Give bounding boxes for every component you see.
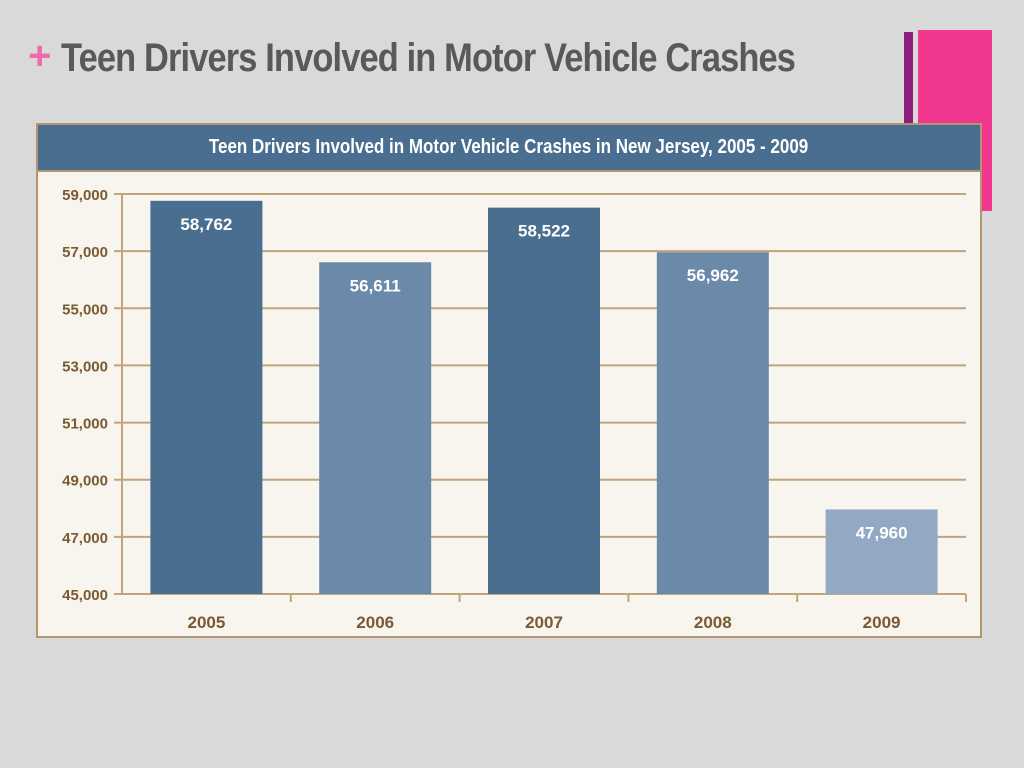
y-tick-label: 45,000: [62, 587, 108, 604]
bar-value-label: 56,962: [687, 266, 739, 285]
y-tick-label: 47,000: [62, 530, 108, 547]
bar: [825, 509, 938, 594]
chart-title: Teen Drivers Involved in Motor Vehicle C…: [209, 136, 809, 158]
bar-value-label: 58,762: [180, 215, 232, 234]
chart-panel: Teen Drivers Involved in Motor Vehicle C…: [36, 123, 982, 638]
y-tick-label: 57,000: [62, 244, 108, 261]
slide-title-text: Teen Drivers Involved in Motor Vehicle C…: [61, 35, 796, 80]
chart-header: Teen Drivers Involved in Motor Vehicle C…: [38, 125, 980, 172]
plus-icon: +: [28, 34, 52, 78]
x-tick-label: 2007: [525, 613, 563, 632]
x-tick-label: 2005: [187, 613, 225, 632]
bar-value-label: 58,522: [518, 222, 570, 241]
x-tick-label: 2008: [694, 613, 732, 632]
bar-chart: 45,000 47,000 49,000 51,000 53,000 55,000 57,0…: [62, 187, 967, 632]
x-tick-label: 2006: [356, 613, 394, 632]
bar: [488, 207, 600, 594]
bar-value-label: 47,960: [856, 523, 908, 542]
decorative-purple-bar: [904, 32, 913, 124]
y-tick-label: 51,000: [62, 416, 108, 433]
slide-title: + Teen Drivers Involved in Motor Vehicle…: [28, 28, 915, 88]
y-tick-label: 53,000: [62, 358, 108, 375]
x-tick-label: 2009: [863, 613, 901, 632]
y-tick-label: 55,000: [62, 301, 108, 318]
y-tick-label: 59,000: [62, 187, 108, 204]
y-tick-label: 49,000: [62, 473, 108, 490]
bar-value-label: 56,611: [350, 276, 401, 295]
bar: [150, 200, 263, 595]
bar: [319, 262, 432, 594]
bar: [656, 252, 769, 594]
